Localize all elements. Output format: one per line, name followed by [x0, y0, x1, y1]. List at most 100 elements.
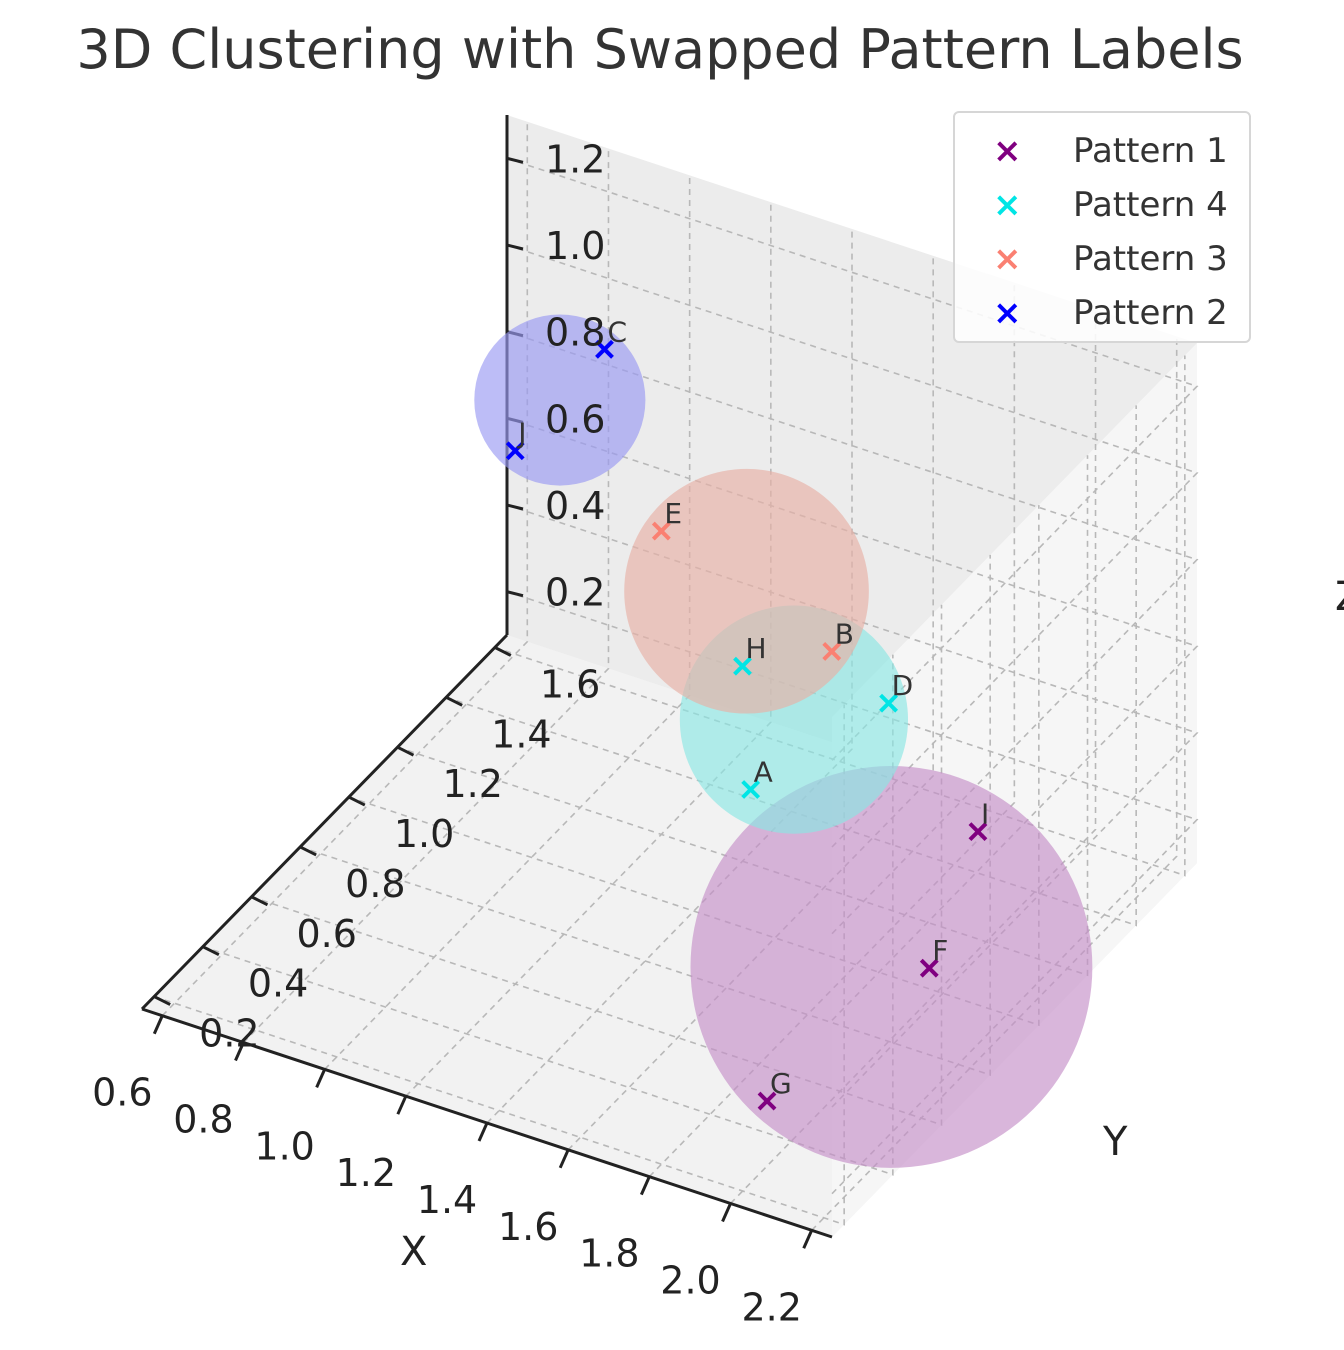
- data-point: F: [919, 934, 948, 978]
- x-tick-mark: [152, 1015, 164, 1035]
- grid-line-z: [506, 330, 1199, 935]
- legend-label: Pattern 4: [1073, 185, 1228, 225]
- data-point: C: [595, 315, 627, 359]
- x-tick-label: 0.8: [173, 1098, 233, 1142]
- point-marker-stroke: [822, 641, 842, 661]
- point-label: I: [981, 798, 989, 831]
- grid-line-x: [242, 148, 610, 1044]
- grid-line-z: [506, 504, 1199, 1108]
- grid-line-z: [506, 157, 1199, 761]
- legend-marker-icon: ×: [993, 239, 1022, 279]
- legend-item: × Pattern 2: [955, 287, 1249, 341]
- point-label: A: [754, 755, 773, 788]
- tick-labels: 0.6 0.8 1.0 1.2 1.4 1.6 1.8 2.0 2.2 0.2 0.4 0.6 0.8 1…: [92, 137, 802, 1329]
- data-points: G F I A D H E B J C: [505, 315, 989, 1111]
- data-point: B: [822, 617, 854, 661]
- grid-line-z: [506, 417, 1199, 1021]
- x-tick-mark: [721, 1202, 732, 1223]
- legend-item: × Pattern 4: [955, 179, 1249, 233]
- x-tick-mark: [639, 1176, 651, 1196]
- point-marker-stroke: [879, 693, 899, 713]
- grid-line-y: [445, 405, 1137, 927]
- point-marker-stroke: [757, 1091, 777, 1111]
- grid-line-y: [202, 654, 894, 1176]
- grid-line-x: [648, 282, 1016, 1178]
- cluster-sphere: [474, 314, 646, 486]
- x-tick-label: 2.2: [741, 1285, 801, 1329]
- legend-label: Pattern 2: [1073, 293, 1228, 333]
- point-marker-stroke: [968, 822, 988, 842]
- legend-marker-icon: ×: [993, 131, 1022, 171]
- y-tick-mark: [348, 795, 366, 807]
- grid-line-x: [161, 121, 529, 1017]
- x-tick-label: 1.6: [498, 1205, 558, 1249]
- legend-item: × Pattern 1: [955, 125, 1249, 179]
- grid-line-z: [506, 590, 1199, 1195]
- y-tick-label: 1.4: [491, 712, 551, 756]
- z-tick-label: 0.2: [545, 571, 605, 615]
- point-label: C: [607, 315, 627, 348]
- point-label: G: [770, 1067, 792, 1100]
- z-tick-label: 0.6: [545, 397, 605, 441]
- y-tick-mark: [202, 945, 220, 957]
- x-tick-mark: [802, 1229, 814, 1249]
- x-tick-label: 0.6: [92, 1071, 152, 1115]
- cluster-sphere: [690, 766, 1093, 1168]
- point-marker-stroke: [651, 521, 671, 541]
- legend: × Pattern 1 × Pattern 4 × Pattern 3 × Pattern 2: [953, 111, 1251, 343]
- cluster-spheres: [474, 314, 1093, 1168]
- x-tick-label: 2.0: [660, 1258, 720, 1302]
- y-tick-mark: [445, 695, 463, 707]
- x-tick-label: 1.2: [336, 1151, 396, 1195]
- legend-marker-icon: ×: [993, 185, 1022, 225]
- x-tick-mark: [396, 1095, 408, 1115]
- point-marker-stroke: [595, 339, 614, 359]
- y-axis-label: Y: [1102, 1119, 1128, 1165]
- y-tick-label: 0.8: [345, 862, 405, 906]
- x-tick-mark: [558, 1149, 570, 1169]
- y-tick-label: 1.6: [540, 662, 600, 706]
- point-label: J: [516, 417, 526, 450]
- z-axis-label: Z: [1335, 574, 1344, 620]
- grid-line-z: [506, 244, 1199, 848]
- point-marker-stroke: [741, 780, 761, 799]
- z-tick-label: 0.4: [545, 484, 605, 528]
- y-tick-mark: [299, 845, 317, 857]
- z-tick-mark: [506, 503, 524, 511]
- data-point: G: [757, 1067, 792, 1111]
- y-tick-label: 0.4: [248, 962, 308, 1006]
- z-tick-mark: [506, 156, 524, 164]
- grid-line-y: [153, 704, 845, 1226]
- y-tick-label: 0.6: [297, 912, 357, 956]
- point-label: D: [892, 669, 914, 702]
- x-tick-label: 1.4: [417, 1178, 477, 1222]
- x-tick-label: 1.0: [254, 1124, 314, 1168]
- legend-label: Pattern 1: [1073, 131, 1228, 171]
- z-tick-label: 0.8: [545, 311, 605, 355]
- x-tick-mark: [234, 1041, 245, 1062]
- x-axis-label: X: [400, 1229, 427, 1275]
- y-tick-label: 0.2: [199, 1012, 259, 1056]
- chart-title: 3D Clustering with Swapped Pattern Label…: [76, 18, 1244, 81]
- data-point: H: [733, 632, 767, 676]
- y-tick-label: 1.2: [443, 762, 503, 806]
- y-tick-mark: [250, 895, 269, 907]
- y-tick-label: 1.0: [394, 812, 454, 856]
- y-tick-mark: [153, 995, 171, 1006]
- cluster-sphere: [624, 468, 869, 714]
- z-tick-mark: [506, 590, 524, 598]
- legend-marker-icon: ×: [993, 293, 1022, 333]
- x-tick-mark: [477, 1122, 489, 1142]
- x-tick-mark: [315, 1068, 327, 1088]
- point-label: F: [932, 934, 948, 967]
- y-tick-mark: [494, 646, 512, 657]
- grid-line-x: [729, 309, 1097, 1205]
- z-tick-mark: [506, 243, 524, 251]
- z-tick-label: 1.2: [545, 137, 605, 181]
- z-tick-label: 1.0: [545, 224, 605, 268]
- point-marker-stroke: [505, 441, 525, 461]
- point-marker-stroke: [733, 656, 752, 676]
- x-tick-label: 1.8: [579, 1232, 639, 1276]
- point-label: E: [664, 497, 682, 530]
- legend-item: × Pattern 3: [955, 233, 1249, 287]
